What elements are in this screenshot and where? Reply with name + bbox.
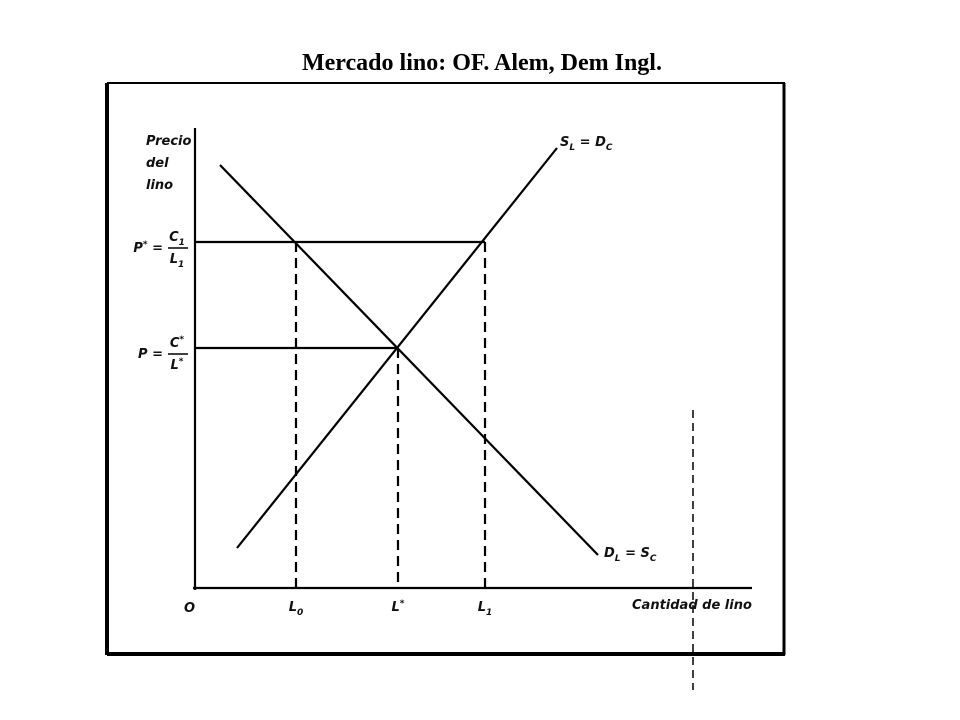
quantity-label-part: L [391,600,399,615]
price-denominator-part: L [170,358,178,373]
diagram-lines [193,128,752,690]
price-denominator-part: 1 [178,260,184,270]
price-numerator: C* [170,335,185,351]
quantity-label-part: L [478,600,486,615]
price-numerator-part: C [169,230,179,245]
y-axis-label: Precio [146,134,192,149]
supply-label-part: L [569,143,575,153]
price-label: P = [138,347,163,362]
price-label: P* = [133,240,163,256]
price-numerator: C1 [169,230,185,248]
price-denominator: L* [170,357,183,373]
quantity-label: L* [391,599,404,615]
price-numerator-part: 1 [179,238,185,248]
price-label-part: * [143,240,148,250]
supply-label: SL = DC [560,135,613,153]
supply-label-part: S [560,135,569,150]
demand-label-part: L [615,554,621,564]
price-label-part: = [148,241,163,256]
supply-label-part: C [606,143,613,153]
price-numerator-part: * [179,335,184,345]
demand-label: DL = SC [604,546,657,564]
demand-curve [219,164,599,556]
demand-label-part: C [650,554,657,564]
demand-label-part: = S [621,546,650,561]
title: Mercado lino: OF. Alem, Dem Ingl. [302,50,662,76]
price-label-part: P [133,241,143,256]
price-denominator-part: L [170,252,178,267]
x-axis-label: Cantidad de lino [632,598,752,613]
frame [105,82,786,656]
quantity-label-part: * [400,599,405,609]
price-label-part: P = [138,347,163,362]
quantity-label-part: 0 [297,608,303,618]
price-numerator-part: C [170,336,180,351]
price-denominator-part: * [179,357,184,367]
quantity-label: L0 [289,600,304,618]
quantity-label-part: L [289,600,297,615]
y-axis-label: lino [146,178,173,193]
supply-label-part: = D [575,135,606,150]
origin-label: O [184,601,195,616]
quantity-label-part: 1 [486,608,492,618]
y-axis-label: del [146,156,169,171]
price-denominator: L1 [170,252,185,270]
quantity-label: L1 [478,600,493,618]
demand-label-part: D [604,546,615,561]
dashed-guides [294,242,694,690]
